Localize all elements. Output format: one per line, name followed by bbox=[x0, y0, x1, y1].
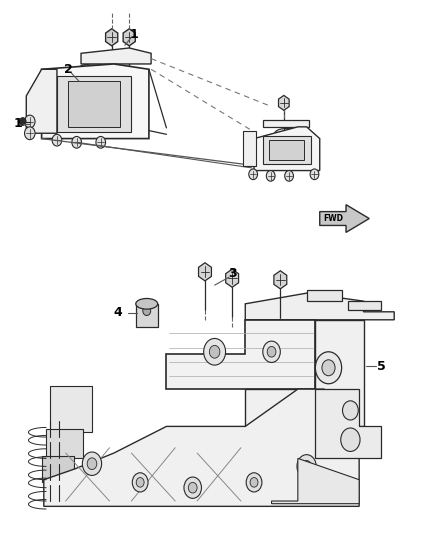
Polygon shape bbox=[348, 301, 381, 310]
Polygon shape bbox=[68, 81, 120, 127]
Circle shape bbox=[297, 455, 316, 478]
Circle shape bbox=[249, 169, 258, 180]
Text: 5: 5 bbox=[377, 360, 385, 373]
Circle shape bbox=[143, 306, 151, 316]
Ellipse shape bbox=[136, 298, 158, 309]
Polygon shape bbox=[106, 29, 118, 46]
Polygon shape bbox=[57, 76, 131, 132]
Polygon shape bbox=[42, 64, 149, 139]
Polygon shape bbox=[245, 320, 364, 426]
Polygon shape bbox=[50, 386, 92, 432]
Text: 3: 3 bbox=[228, 267, 237, 280]
Polygon shape bbox=[254, 127, 320, 171]
Circle shape bbox=[343, 401, 358, 420]
Polygon shape bbox=[81, 48, 151, 64]
Circle shape bbox=[209, 345, 220, 358]
Polygon shape bbox=[307, 290, 342, 301]
Polygon shape bbox=[263, 136, 311, 164]
Circle shape bbox=[72, 136, 81, 148]
Polygon shape bbox=[226, 269, 239, 287]
Polygon shape bbox=[279, 95, 289, 110]
Polygon shape bbox=[320, 205, 369, 232]
Circle shape bbox=[132, 473, 148, 492]
Circle shape bbox=[136, 478, 144, 487]
Polygon shape bbox=[245, 293, 394, 320]
Polygon shape bbox=[166, 320, 315, 389]
Circle shape bbox=[184, 477, 201, 498]
Text: 1: 1 bbox=[129, 28, 138, 41]
Text: 2: 2 bbox=[64, 63, 72, 76]
Circle shape bbox=[87, 458, 97, 470]
Bar bbox=[280, 402, 333, 424]
Circle shape bbox=[334, 438, 350, 457]
Polygon shape bbox=[136, 304, 158, 327]
Circle shape bbox=[250, 478, 258, 487]
Circle shape bbox=[285, 171, 293, 181]
Circle shape bbox=[338, 443, 346, 453]
Polygon shape bbox=[44, 389, 359, 506]
Circle shape bbox=[263, 341, 280, 362]
Polygon shape bbox=[198, 263, 212, 281]
Circle shape bbox=[302, 461, 311, 472]
Circle shape bbox=[246, 473, 262, 492]
Circle shape bbox=[96, 136, 106, 148]
Polygon shape bbox=[272, 458, 359, 504]
Polygon shape bbox=[263, 120, 309, 127]
Polygon shape bbox=[26, 69, 57, 133]
Circle shape bbox=[52, 134, 62, 146]
Text: FWD: FWD bbox=[323, 214, 343, 223]
Polygon shape bbox=[46, 429, 83, 458]
Polygon shape bbox=[42, 456, 74, 482]
Polygon shape bbox=[269, 140, 304, 160]
Polygon shape bbox=[274, 271, 287, 289]
Text: 4: 4 bbox=[114, 306, 123, 319]
Polygon shape bbox=[243, 131, 256, 166]
Circle shape bbox=[25, 127, 35, 140]
Circle shape bbox=[310, 169, 319, 180]
Circle shape bbox=[204, 338, 226, 365]
Circle shape bbox=[82, 452, 102, 475]
Circle shape bbox=[20, 118, 26, 125]
Circle shape bbox=[267, 346, 276, 357]
Circle shape bbox=[315, 352, 342, 384]
Circle shape bbox=[341, 428, 360, 451]
Circle shape bbox=[25, 115, 35, 128]
Circle shape bbox=[188, 482, 197, 493]
Circle shape bbox=[322, 360, 335, 376]
Text: 1: 1 bbox=[13, 117, 22, 130]
Circle shape bbox=[266, 171, 275, 181]
Polygon shape bbox=[123, 29, 135, 46]
Polygon shape bbox=[315, 389, 381, 458]
